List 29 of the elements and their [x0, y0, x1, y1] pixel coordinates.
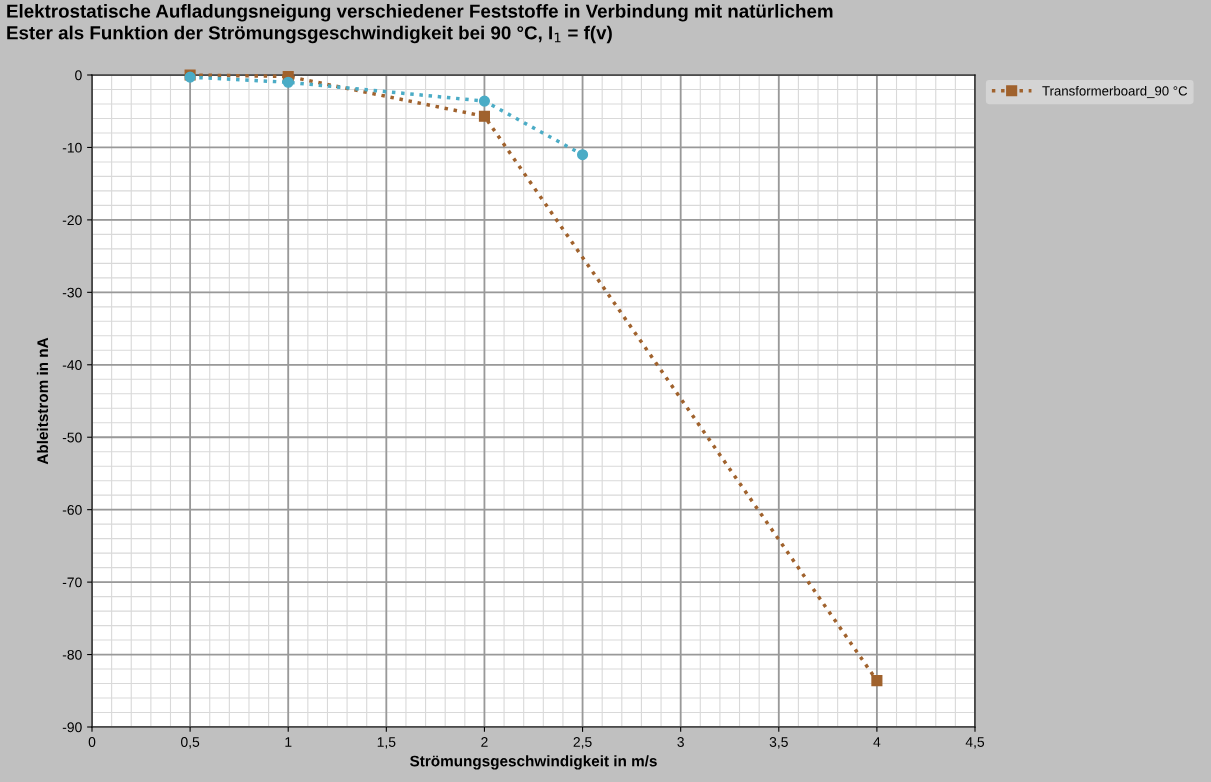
- point: [478, 95, 491, 107]
- x-tick-label: 1: [285, 737, 292, 747]
- legend-label: Transformerboard_90 °C: [1042, 85, 1188, 99]
- chart-title: Elektrostatische Aufladungsneigung verschiedener Feststoffe in Verbindung mit natürlichem Ester als Funktion der Strömungsgeschwindigkeit bei 90 °C, I$_{1}$ = f(v): [7, 4, 833, 44]
- y-tick-label: 0: [75, 70, 82, 81]
- point: [478, 110, 491, 122]
- x-tick-label: 1,5: [377, 737, 396, 749]
- x-tick-label: 3: [677, 737, 684, 747]
- y-axis-title: Ableitstrom in nA: [36, 337, 49, 465]
- y-tick-label: -90: [62, 722, 82, 733]
- x-tick-label: 4,5: [965, 737, 985, 749]
- point: [282, 76, 294, 88]
- x-tick-label: 3,5: [769, 737, 788, 749]
- y-tick-label: -10: [62, 142, 82, 153]
- y-tick-label: -60: [62, 505, 82, 515]
- x-tick-label: 2,5: [573, 737, 592, 749]
- y-tick-label: -70: [62, 577, 82, 588]
- x-tick-label: 4: [873, 737, 881, 747]
- x-axis-title: Strömungsgeschwindigkeit in m/s: [410, 755, 657, 770]
- y-tick-label: -50: [62, 432, 82, 443]
- point: [871, 675, 883, 687]
- x-tick-label: 2: [481, 737, 488, 747]
- point: [576, 149, 589, 161]
- x-tick-label: 0: [88, 737, 96, 747]
- y-tick-label: -80: [62, 649, 82, 660]
- x-tick-label: 0,5: [181, 737, 200, 749]
- y-tick-label: -40: [62, 360, 82, 370]
- y-tick-label: -30: [62, 287, 82, 298]
- y-tick-label: -20: [62, 215, 82, 226]
